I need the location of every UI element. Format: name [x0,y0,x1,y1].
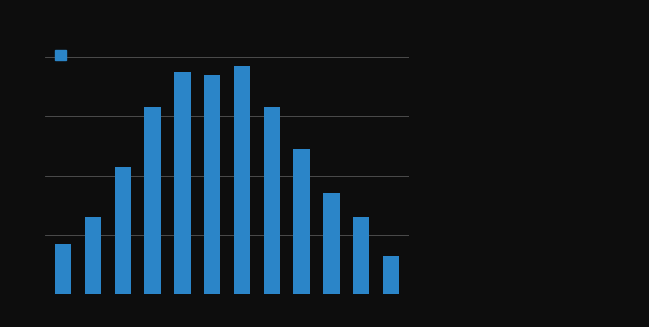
Bar [85,217,101,294]
Bar [115,167,131,294]
Bar [263,108,280,294]
Bar [175,72,191,294]
Bar [55,244,71,294]
Bar [383,256,399,294]
Bar [145,108,161,294]
Legend:  [53,46,69,66]
Bar [234,66,251,294]
Bar [204,75,221,294]
Bar [323,194,339,294]
Bar [293,149,310,294]
Bar [353,217,369,294]
